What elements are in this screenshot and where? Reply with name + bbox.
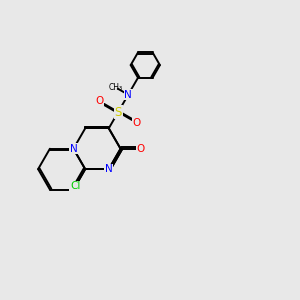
Text: S: S	[115, 106, 122, 118]
Text: N: N	[70, 144, 77, 154]
Text: O: O	[136, 144, 145, 154]
Text: N: N	[124, 90, 132, 100]
Text: O: O	[133, 118, 141, 128]
Text: CH₃: CH₃	[108, 83, 122, 92]
Text: Cl: Cl	[70, 182, 80, 191]
Text: N: N	[105, 164, 113, 174]
Text: O: O	[95, 96, 104, 106]
